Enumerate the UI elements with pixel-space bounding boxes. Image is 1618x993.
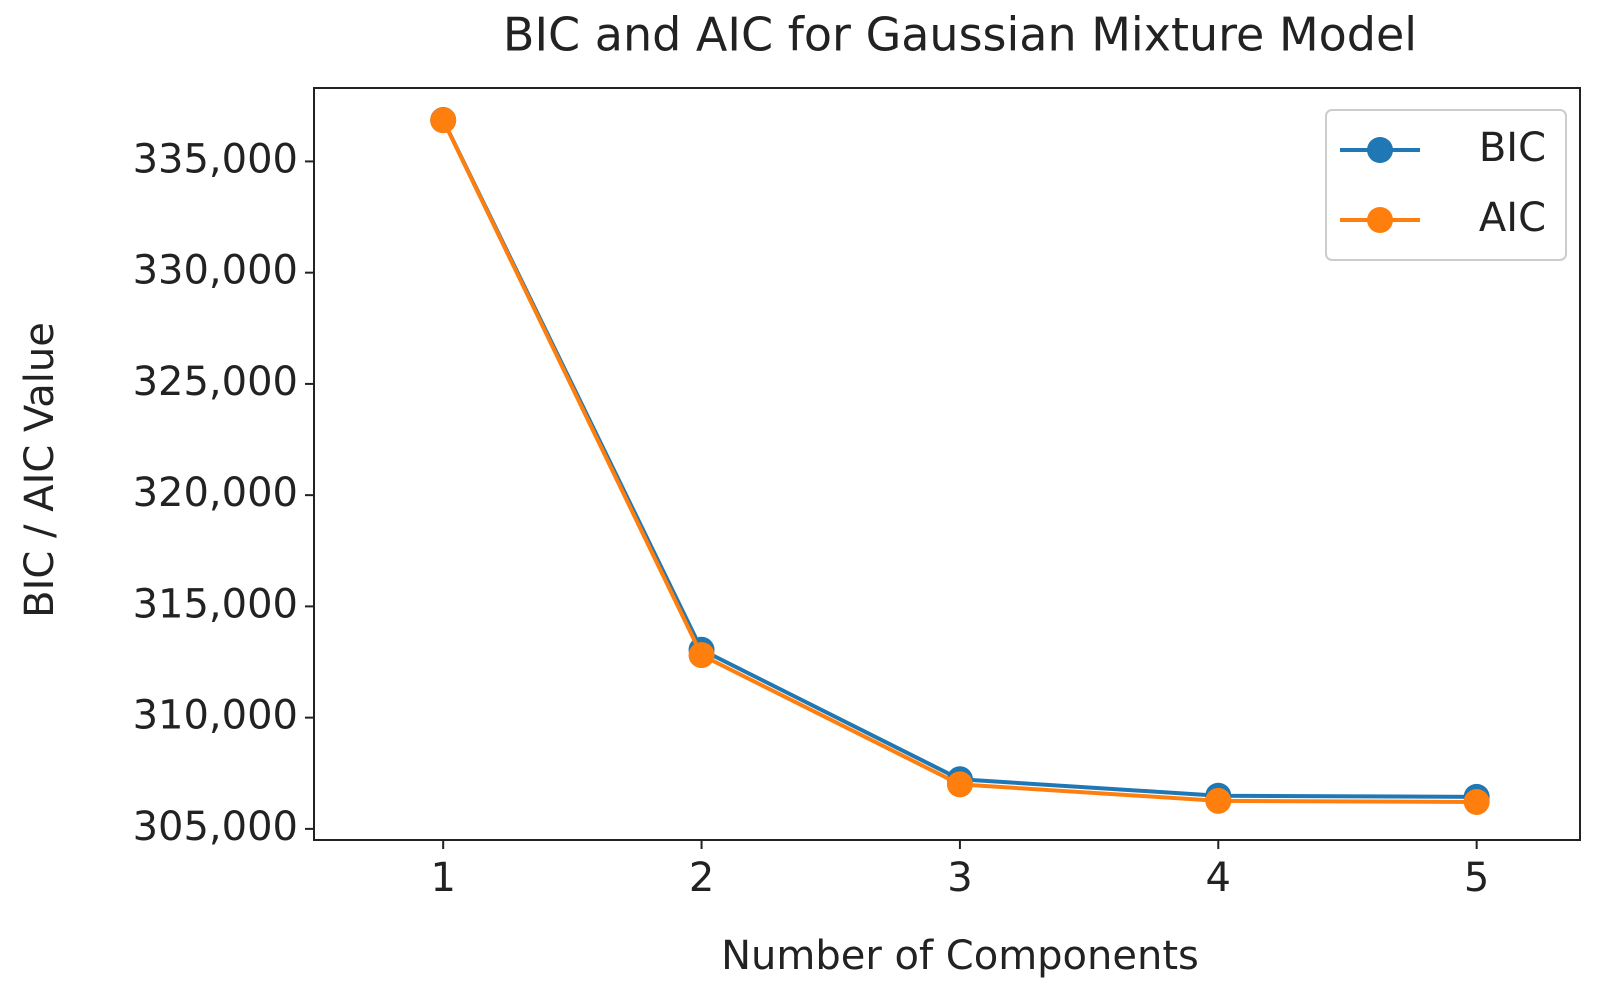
x-tick-label: 1 (430, 855, 455, 901)
marker (430, 107, 457, 134)
marker (688, 642, 715, 669)
y-tick-label: 310,000 (133, 693, 298, 739)
marker (1463, 788, 1490, 815)
x-tick-label: 3 (947, 855, 972, 901)
legend-marker (1367, 207, 1393, 233)
legend-marker (1367, 137, 1393, 163)
y-tick-label: 335,000 (133, 136, 298, 182)
plot-frame (313, 87, 1581, 841)
marker (946, 771, 973, 798)
legend-label: BIC (1479, 125, 1546, 171)
chart-title: BIC and AIC for Gaussian Mixture Model (503, 8, 1417, 62)
x-tick-label: 4 (1206, 855, 1231, 901)
x-axis-label: Number of Components (721, 933, 1199, 979)
marker (1205, 787, 1232, 814)
line (441, 119, 1477, 799)
y-tick-label: 315,000 (133, 581, 298, 627)
y-axis-label: BIC / AIC Value (17, 322, 63, 618)
y-tick-label: 325,000 (133, 359, 298, 405)
line (441, 119, 1477, 804)
legend: BIC AIC (1325, 109, 1567, 261)
y-tick-label: 305,000 (133, 804, 298, 850)
x-tick-label: 2 (689, 855, 714, 901)
y-tick-label: 330,000 (133, 248, 298, 294)
legend-label: AIC (1479, 195, 1546, 241)
y-tick-label: 320,000 (133, 470, 298, 516)
x-tick-label: 5 (1464, 855, 1489, 901)
